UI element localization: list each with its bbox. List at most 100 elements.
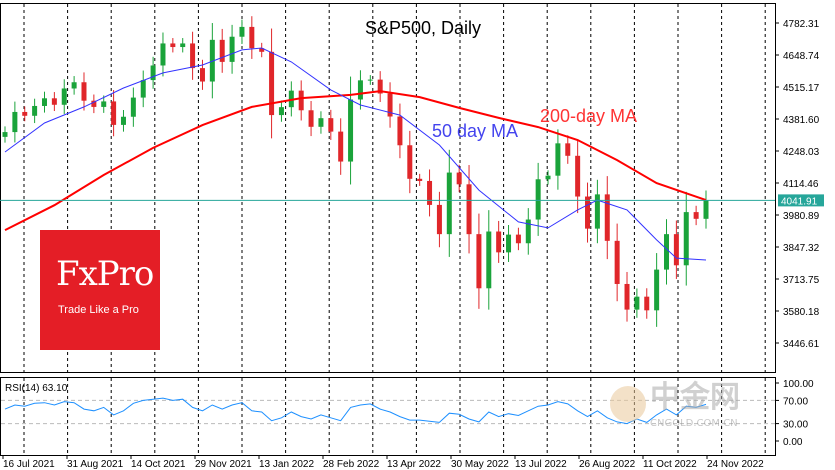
candle-body <box>683 212 689 266</box>
candle-body <box>545 175 551 180</box>
candle-body <box>338 131 344 162</box>
candle-body <box>594 194 600 229</box>
x-tick-label: 14 Oct 2021 <box>131 459 186 470</box>
y-tick-label: 4515.17 <box>783 83 820 94</box>
watermark-cn: 中金网 <box>650 380 740 415</box>
candle-body <box>357 80 363 100</box>
candle-body <box>446 172 452 235</box>
candle-body <box>32 105 38 116</box>
x-tick-label: 13 Apr 2022 <box>387 459 441 470</box>
x-tick-label: 29 Nov 2021 <box>195 459 252 470</box>
candle-body <box>673 234 679 266</box>
x-tick-label: 24 Nov 2022 <box>707 459 764 470</box>
candle-body <box>130 97 136 117</box>
x-tick-label: 13 Jul 2022 <box>515 459 567 470</box>
candle-body <box>2 132 8 137</box>
candle-body <box>427 180 433 205</box>
candle-body <box>61 88 67 105</box>
candle-body <box>367 79 373 81</box>
main-panel-border <box>0 3 776 373</box>
coin-icon <box>610 386 646 422</box>
candle-body <box>111 101 117 125</box>
candle-body <box>486 231 492 289</box>
last-price-badge <box>778 194 824 207</box>
candle-body <box>150 65 156 81</box>
x-tick-label: 28 Feb 2022 <box>323 459 380 470</box>
candle-body <box>348 99 354 162</box>
x-tick-label: 13 Jan 2022 <box>259 459 314 470</box>
logo-tagline: Trade Like a Pro <box>58 304 139 316</box>
candle-body <box>209 39 215 82</box>
x-tick-label: 26 Aug 2022 <box>579 459 636 470</box>
candle-body <box>555 143 561 176</box>
candle-body <box>180 43 186 48</box>
candle-body <box>278 107 284 116</box>
y-tick-label: 3847.32 <box>783 243 820 254</box>
candle-body <box>101 101 107 107</box>
candle-body <box>249 26 255 49</box>
rsi-panel-border <box>0 377 776 456</box>
candle-body <box>199 68 205 82</box>
candle-body <box>604 194 610 241</box>
candle-body <box>436 204 442 235</box>
candle-body <box>575 155 581 197</box>
candle-body <box>496 231 502 253</box>
y-tick-label: 4648.74 <box>783 51 820 62</box>
y-tick-label: 4782.31 <box>783 19 820 30</box>
candle-body <box>219 39 225 62</box>
candle-body <box>525 219 531 244</box>
rsi-line <box>4 397 707 425</box>
y-tick-label: 4248.03 <box>783 147 820 158</box>
y-tick-label: 3980.89 <box>783 211 820 222</box>
y-tick-label: 3446.61 <box>783 339 820 350</box>
candle-body <box>565 143 571 156</box>
x-tick-label: 11 Oct 2022 <box>643 459 697 470</box>
candle-body <box>654 269 660 311</box>
x-tick-label: 31 Aug 2021 <box>67 459 124 470</box>
candle-body <box>693 212 699 219</box>
candle-body <box>51 98 57 105</box>
x-tick-label: 16 Jul 2021 <box>3 459 55 470</box>
candle-body <box>269 51 275 116</box>
candle-body <box>624 283 630 310</box>
candle-body <box>318 118 324 127</box>
x-tick-label: 30 May 2022 <box>451 459 509 470</box>
y-tick-label: 4381.60 <box>783 115 820 126</box>
watermark-en: CNGOLD.COM.CN <box>650 418 738 429</box>
candle-body <box>170 43 176 48</box>
candle-body <box>308 110 314 127</box>
candle-body <box>91 100 97 107</box>
candle-body <box>239 26 245 37</box>
candle-body <box>71 82 77 89</box>
candle-body <box>634 296 640 310</box>
y-tick-label: 4114.46 <box>783 179 819 190</box>
candle-body <box>377 79 383 94</box>
last-price-label: 4041.91 <box>781 196 818 207</box>
candle-body <box>12 111 18 133</box>
candle-body <box>407 145 413 179</box>
candle-body <box>506 234 512 253</box>
rsi-y-tick-label: 30.00 <box>783 420 808 431</box>
candle-body <box>417 178 423 181</box>
candle-body <box>387 93 393 117</box>
y-tick-label: 3580.18 <box>783 307 820 318</box>
logo-brand: FxPro <box>56 254 154 294</box>
candle-body <box>397 116 403 146</box>
ma200-line <box>4 90 707 231</box>
rsi-y-tick-label: 70.00 <box>783 396 808 407</box>
candle-body <box>466 184 472 235</box>
rsi-label: RSI(14) 63.10 <box>5 383 68 394</box>
candle-body <box>664 234 670 270</box>
candle-body <box>190 43 196 69</box>
fxpro-logo: FxPro Trade Like a Pro <box>40 230 160 350</box>
rsi-y-tick-label: 0.00 <box>783 437 803 448</box>
y-tick-label: 3713.75 <box>783 275 820 286</box>
candle-body <box>644 296 650 311</box>
candle-body <box>140 80 146 98</box>
candle-body <box>41 98 47 106</box>
ma50-line <box>4 47 707 261</box>
ma200-label: 200-day MA <box>540 106 637 126</box>
rsi-y-tick-label: 100.00 <box>783 379 814 390</box>
candle-body <box>476 234 482 289</box>
